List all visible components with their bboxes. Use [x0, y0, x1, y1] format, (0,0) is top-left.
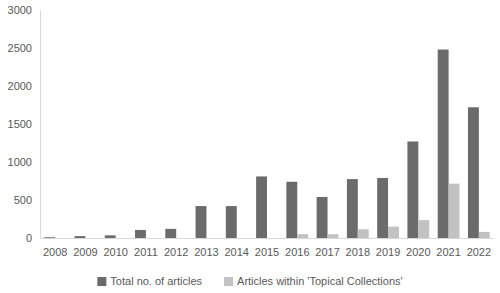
- bar: [146, 238, 157, 239]
- plot: 0 500 1000 1500 2000 2500 3000 2008 2009 2010 2011…: [8, 4, 495, 258]
- bar: [75, 236, 86, 238]
- legend-swatch: [97, 277, 106, 286]
- y-tick-label: 2500: [8, 42, 32, 54]
- y-axis-line: [40, 11, 41, 239]
- bar: [286, 182, 297, 238]
- x-tick: 2016: [285, 238, 309, 258]
- x-axis-line: [41, 238, 495, 239]
- bar: [438, 50, 449, 238]
- x-tick: 2019: [376, 238, 400, 258]
- bar: [297, 234, 308, 238]
- x-tick-label: 2012: [164, 246, 188, 258]
- x-tick: 2018: [346, 238, 370, 258]
- x-tick-label: 2008: [43, 246, 67, 258]
- x-tick-label: 2015: [255, 246, 279, 258]
- x-tick-label: 2017: [315, 246, 339, 258]
- bar: [165, 229, 176, 238]
- legend: Total no. of articles Articles within 'To…: [97, 275, 402, 287]
- y-tick-label: 500: [14, 194, 32, 206]
- x-tick-label: 2021: [436, 246, 460, 258]
- y-tick-label: 1000: [8, 156, 32, 168]
- bar: [328, 234, 339, 238]
- bar: [377, 178, 388, 238]
- legend-item: Total no. of articles: [97, 275, 202, 287]
- y-tick-label: 1500: [8, 118, 32, 130]
- bar: [317, 197, 328, 238]
- y-tick: 1500: [8, 118, 40, 130]
- bar: [267, 238, 278, 239]
- bar: [44, 237, 55, 238]
- x-tick: 2015: [255, 238, 279, 258]
- bar: [347, 179, 358, 238]
- x-tick-label: 2009: [73, 246, 97, 258]
- x-tick: 2008: [43, 238, 67, 258]
- bar: [85, 238, 96, 239]
- y-tick-label: 3000: [8, 4, 32, 16]
- x-tick: 2011: [134, 238, 158, 258]
- x-tick-label: 2018: [346, 246, 370, 258]
- bar: [449, 184, 460, 238]
- bar: [176, 238, 187, 239]
- x-tick: 2012: [164, 238, 188, 258]
- chart: 0 500 1000 1500 2000 2500 3000 2008 2009 2010 2011…: [0, 0, 500, 293]
- x-tick-label: 2014: [224, 246, 248, 258]
- x-tick: 2017: [315, 238, 339, 258]
- y-tick: 0: [26, 232, 40, 244]
- x-axis: 2008 2009 2010 2011 2012 2013 2014 2015 2016 2017…: [41, 238, 495, 258]
- bar: [479, 232, 490, 238]
- y-tick-label: 0: [26, 232, 32, 244]
- x-tick-label: 2013: [194, 246, 218, 258]
- x-tick: 2009: [73, 238, 97, 258]
- bar: [256, 176, 267, 238]
- bar: [468, 107, 479, 238]
- y-tick: 2000: [8, 80, 40, 92]
- y-tick-label: 2000: [8, 80, 32, 92]
- bar: [116, 238, 127, 239]
- bar: [226, 206, 237, 238]
- legend-label: Total no. of articles: [110, 275, 202, 287]
- x-tick-label: 2010: [103, 246, 127, 258]
- bar: [135, 230, 146, 238]
- bar: [358, 229, 369, 238]
- x-tick: 2022: [467, 238, 491, 258]
- bar: [196, 206, 207, 238]
- x-tick: 2013: [194, 238, 218, 258]
- x-tick: 2010: [103, 238, 127, 258]
- legend-item: Articles within 'Topical Collections': [224, 275, 403, 287]
- x-tick-label: 2019: [376, 246, 400, 258]
- x-tick-label: 2022: [467, 246, 491, 258]
- y-tick: 1000: [8, 156, 40, 168]
- bar: [105, 235, 116, 238]
- y-axis: 0 500 1000 1500 2000 2500 3000: [8, 4, 41, 244]
- x-tick: 2020: [406, 238, 430, 258]
- y-tick: 3000: [8, 4, 40, 16]
- bar: [55, 238, 66, 239]
- bar: [388, 227, 399, 238]
- x-tick: 2014: [224, 238, 248, 258]
- y-tick: 2500: [8, 42, 40, 54]
- bars: [44, 50, 490, 238]
- x-tick: 2021: [436, 238, 460, 258]
- legend-swatch: [224, 277, 233, 286]
- bar: [206, 238, 217, 239]
- x-tick-label: 2016: [285, 246, 309, 258]
- bar: [418, 220, 429, 238]
- x-tick-label: 2020: [406, 246, 430, 258]
- bar: [407, 141, 418, 238]
- y-tick: 500: [14, 194, 40, 206]
- legend-label: Articles within 'Topical Collections': [237, 275, 403, 287]
- bar: [237, 238, 248, 239]
- x-tick-label: 2011: [134, 246, 158, 258]
